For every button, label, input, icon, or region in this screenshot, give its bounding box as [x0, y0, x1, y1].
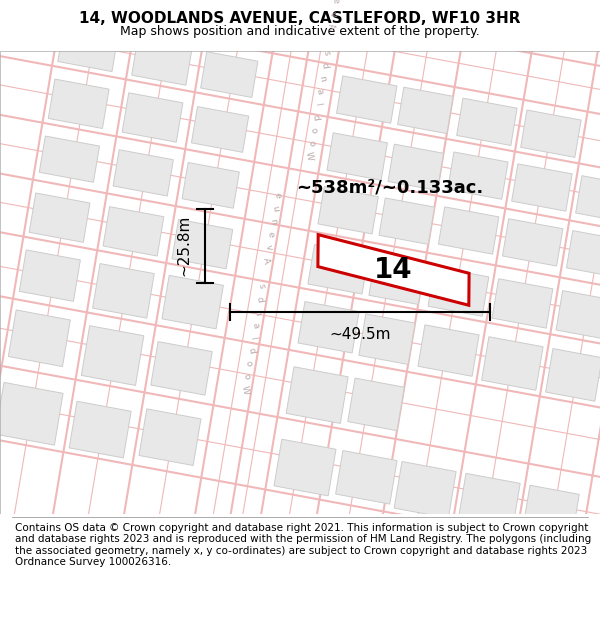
Polygon shape: [200, 52, 258, 98]
Polygon shape: [8, 310, 70, 367]
Polygon shape: [0, 382, 63, 445]
Text: e: e: [272, 192, 282, 199]
Polygon shape: [308, 244, 368, 294]
Polygon shape: [457, 98, 517, 146]
Polygon shape: [556, 291, 600, 339]
Text: a: a: [250, 321, 260, 328]
Polygon shape: [398, 88, 453, 134]
Polygon shape: [172, 219, 233, 269]
Polygon shape: [113, 150, 173, 196]
Text: o: o: [306, 139, 316, 147]
Text: W: W: [239, 384, 250, 395]
Text: o: o: [242, 373, 251, 380]
Polygon shape: [82, 326, 144, 386]
Text: l: l: [313, 102, 322, 106]
Text: n: n: [317, 75, 327, 82]
Polygon shape: [48, 79, 109, 129]
Polygon shape: [348, 378, 404, 431]
Polygon shape: [522, 485, 579, 541]
Text: a: a: [315, 88, 325, 95]
Text: d: d: [319, 62, 329, 69]
Text: s: s: [257, 283, 266, 289]
Polygon shape: [482, 337, 543, 390]
Text: l: l: [248, 336, 258, 340]
Polygon shape: [19, 250, 80, 301]
Text: e: e: [330, 0, 340, 4]
Text: n: n: [268, 217, 278, 225]
Text: A: A: [261, 256, 271, 264]
Polygon shape: [151, 342, 212, 395]
Text: u: u: [270, 205, 280, 212]
Polygon shape: [92, 264, 154, 318]
Text: e: e: [266, 231, 275, 238]
Polygon shape: [298, 301, 359, 353]
Polygon shape: [448, 152, 508, 199]
Text: v: v: [328, 11, 338, 17]
Polygon shape: [131, 36, 193, 85]
Polygon shape: [69, 401, 131, 458]
Polygon shape: [394, 461, 456, 518]
Polygon shape: [566, 231, 600, 277]
Polygon shape: [545, 349, 600, 401]
Polygon shape: [274, 439, 336, 496]
Polygon shape: [29, 193, 90, 242]
Polygon shape: [58, 22, 119, 71]
Text: A: A: [326, 23, 335, 31]
Text: s: s: [322, 49, 331, 56]
Polygon shape: [335, 451, 397, 504]
Polygon shape: [502, 219, 563, 266]
Polygon shape: [39, 136, 100, 182]
Polygon shape: [575, 176, 600, 222]
Polygon shape: [337, 76, 397, 123]
Text: 14: 14: [374, 256, 413, 284]
Text: d: d: [311, 114, 320, 121]
Text: d: d: [246, 347, 256, 354]
Polygon shape: [359, 314, 415, 364]
Polygon shape: [439, 207, 499, 254]
Text: Map shows position and indicative extent of the property.: Map shows position and indicative extent…: [120, 26, 480, 39]
Polygon shape: [418, 325, 479, 376]
Text: n: n: [253, 308, 262, 316]
Polygon shape: [369, 256, 425, 304]
Polygon shape: [388, 144, 443, 191]
Text: W: W: [304, 151, 314, 161]
Polygon shape: [103, 207, 164, 256]
Text: ~49.5m: ~49.5m: [329, 327, 391, 342]
Polygon shape: [122, 92, 183, 142]
Polygon shape: [318, 234, 469, 305]
Polygon shape: [379, 198, 434, 244]
Polygon shape: [191, 107, 249, 152]
Text: Contains OS data © Crown copyright and database right 2021. This information is : Contains OS data © Crown copyright and d…: [15, 522, 591, 568]
Polygon shape: [492, 279, 553, 328]
Polygon shape: [318, 187, 379, 234]
Polygon shape: [286, 367, 348, 423]
Text: ~538m²/~0.133ac.: ~538m²/~0.133ac.: [296, 179, 484, 197]
Polygon shape: [512, 164, 572, 211]
Polygon shape: [428, 267, 489, 316]
Text: v: v: [263, 244, 273, 251]
Text: d: d: [255, 296, 265, 302]
Text: ~25.8m: ~25.8m: [176, 215, 191, 276]
Polygon shape: [162, 276, 223, 329]
Polygon shape: [139, 409, 201, 466]
Polygon shape: [458, 473, 520, 530]
Polygon shape: [521, 110, 581, 158]
Text: o: o: [308, 127, 318, 134]
Polygon shape: [182, 162, 239, 208]
Text: 14, WOODLANDS AVENUE, CASTLEFORD, WF10 3HR: 14, WOODLANDS AVENUE, CASTLEFORD, WF10 3…: [79, 11, 521, 26]
Text: o: o: [244, 360, 254, 368]
Polygon shape: [327, 133, 388, 180]
